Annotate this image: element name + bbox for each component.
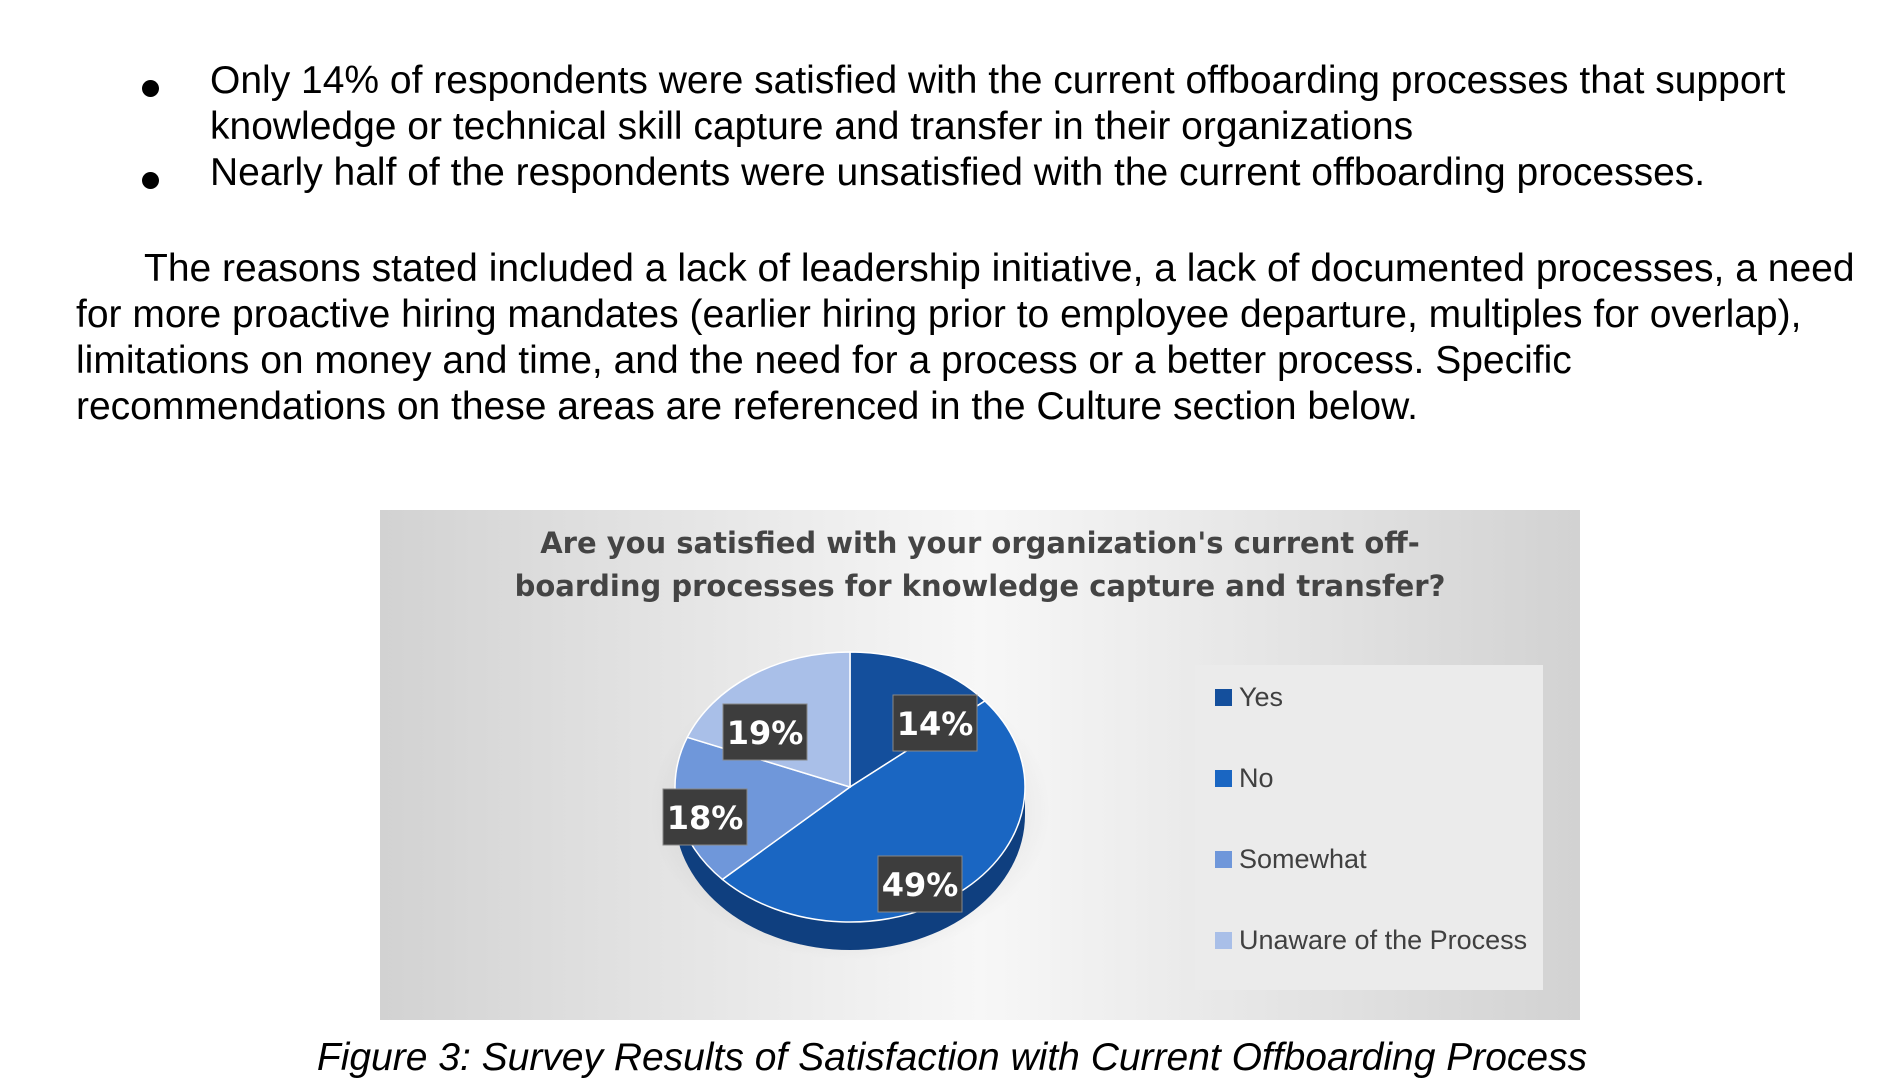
legend-label: No xyxy=(1239,763,1274,793)
chart-title-line-1: Are you satisfied with your organization… xyxy=(540,526,1420,560)
data-label-box xyxy=(662,788,748,846)
data-label-somewhat: 18% xyxy=(662,788,748,846)
data-label-text: 49% xyxy=(882,866,959,904)
legend-item-somewhat: Somewhat xyxy=(1215,844,1367,874)
figure-caption: Figure 3: Survey Results of Satisfaction… xyxy=(316,1036,1588,1079)
legend-swatch xyxy=(1215,689,1232,706)
data-label-text: 19% xyxy=(727,714,804,752)
bullet-item: Only 14% of respondents were satisfied w… xyxy=(140,58,1820,150)
bullet-list: Only 14% of respondents were satisfied w… xyxy=(140,58,1820,196)
bullet-dot-icon xyxy=(142,172,159,189)
legend-swatch xyxy=(1215,770,1232,787)
legend-swatch xyxy=(1215,851,1232,868)
legend-label: Unaware of the Process xyxy=(1239,925,1527,955)
data-label-yes: 14% xyxy=(892,694,978,752)
bullet-text: Only 14% of respondents were satisfied w… xyxy=(210,59,1786,148)
legend-item-no: No xyxy=(1215,763,1274,793)
legend-label: Yes xyxy=(1239,682,1283,712)
bullet-text: Nearly half of the respondents were unsa… xyxy=(210,151,1706,194)
legend: Yes No Somewhat Unaware of the Process xyxy=(1215,682,1527,955)
legend-item-yes: Yes xyxy=(1215,682,1283,712)
data-label-box xyxy=(892,694,978,752)
legend-box xyxy=(1195,665,1543,990)
data-label-box xyxy=(877,855,963,913)
data-label-text: 18% xyxy=(667,799,744,837)
data-label-text: 14% xyxy=(897,705,974,743)
bullet-item: Nearly half of the respondents were unsa… xyxy=(140,150,1820,196)
data-label-unaware-of-the-process: 19% xyxy=(722,703,808,761)
data-labels: 14% 49% 18% 19% xyxy=(662,694,978,913)
legend-item-unaware-of-the-process: Unaware of the Process xyxy=(1215,925,1527,955)
body-paragraph: The reasons stated included a lack of le… xyxy=(76,247,1855,428)
legend-label: Somewhat xyxy=(1239,844,1367,874)
legend-swatch xyxy=(1215,932,1232,949)
bullet-dot-icon xyxy=(142,80,159,97)
data-label-box xyxy=(722,703,808,761)
pie-chart: Are you satisfied with your organization… xyxy=(380,510,1580,1020)
data-label-no: 49% xyxy=(877,855,963,913)
chart-title-line-2: boarding processes for knowledge capture… xyxy=(515,569,1446,603)
